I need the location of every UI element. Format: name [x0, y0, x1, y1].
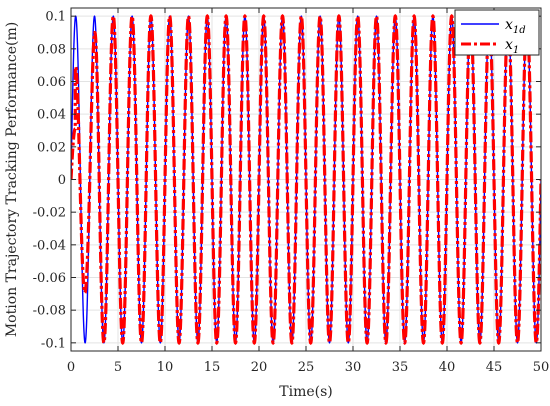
y-tick-label: 0.06: [37, 75, 66, 90]
x-tick-label: 5: [114, 360, 122, 375]
y-tick-labels: -0.1 -0.08 -0.06 -0.04 -0.02 0 0.02 0.04 0.06 0.0…: [33, 10, 66, 352]
x-tick-label: 35: [392, 360, 409, 375]
y-tick-label: -0.08: [33, 304, 66, 319]
y-tick-label: 0.02: [37, 140, 66, 155]
y-tick-label: 0.04: [37, 108, 66, 123]
y-tick-label: -0.04: [33, 238, 66, 253]
y-tick-label: -0.06: [33, 271, 66, 286]
x-tick-label: 40: [439, 360, 456, 375]
x-tick-label: 25: [298, 360, 315, 375]
x-tick-label: 10: [157, 360, 174, 375]
x-tick-labels: 0 5 10 15 20 25 30 35 40 45 50: [67, 360, 549, 375]
x-tick-label: 0: [67, 360, 75, 375]
x-tick-label: 30: [345, 360, 362, 375]
x-tick-label: 20: [251, 360, 268, 375]
y-tick-label: 0.1: [45, 10, 66, 25]
x-tick-label: 50: [533, 360, 550, 375]
legend-box: [455, 10, 539, 55]
x-tick-label: 15: [204, 360, 221, 375]
y-axis-title: Motion Trajectory Tracking Performance(m…: [4, 22, 20, 337]
y-tick-label: -0.1: [41, 336, 66, 351]
y-tick-label: 0: [58, 173, 66, 188]
x-tick-label: 45: [486, 360, 503, 375]
y-tick-label: 0.08: [37, 42, 66, 57]
y-tick-label: -0.02: [33, 206, 66, 221]
x-axis-title: Time(s): [279, 384, 332, 400]
